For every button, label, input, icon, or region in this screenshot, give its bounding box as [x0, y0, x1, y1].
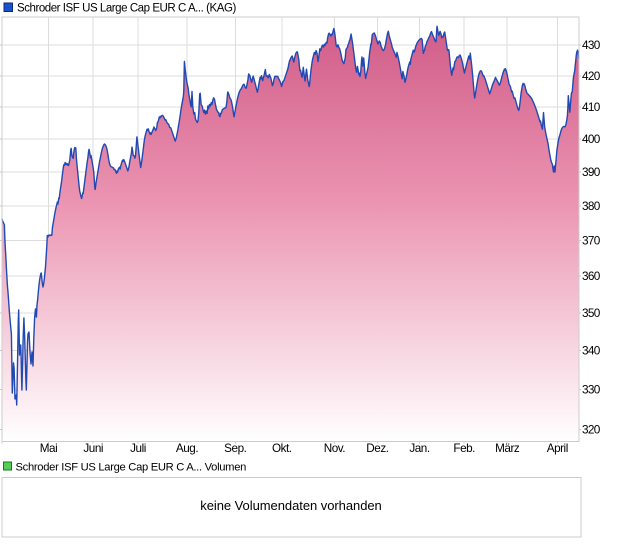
svg-text:410: 410 — [582, 100, 601, 114]
svg-text:Schroder ISF US Large Cap EUR: Schroder ISF US Large Cap EUR C A... (KA… — [17, 3, 236, 15]
svg-text:350: 350 — [582, 306, 601, 320]
svg-text:April: April — [547, 442, 568, 455]
svg-text:420: 420 — [582, 69, 601, 83]
svg-text:360: 360 — [582, 269, 601, 283]
svg-text:Okt.: Okt. — [272, 442, 292, 455]
svg-text:Schroder ISF US Large Cap EUR: Schroder ISF US Large Cap EUR C A... Vol… — [16, 462, 247, 474]
svg-text:340: 340 — [582, 344, 601, 358]
svg-text:Feb.: Feb. — [453, 442, 475, 455]
svg-text:keine Volumendaten vorhanden: keine Volumendaten vorhanden — [200, 498, 381, 513]
svg-text:400: 400 — [582, 132, 601, 146]
svg-text:Juni: Juni — [83, 442, 103, 455]
svg-text:Mai: Mai — [40, 442, 57, 455]
svg-text:März: März — [495, 442, 520, 455]
svg-text:390: 390 — [582, 165, 601, 179]
svg-text:380: 380 — [582, 199, 601, 213]
svg-text:320: 320 — [582, 422, 601, 436]
svg-text:Juli: Juli — [130, 442, 146, 455]
svg-text:330: 330 — [582, 382, 601, 396]
svg-text:Aug.: Aug. — [176, 442, 198, 455]
svg-text:430: 430 — [582, 38, 601, 52]
svg-text:Jan.: Jan. — [409, 442, 429, 455]
svg-text:Dez.: Dez. — [366, 442, 388, 455]
svg-text:Sep.: Sep. — [224, 442, 246, 455]
svg-text:370: 370 — [582, 234, 601, 248]
svg-text:Nov.: Nov. — [324, 442, 346, 455]
